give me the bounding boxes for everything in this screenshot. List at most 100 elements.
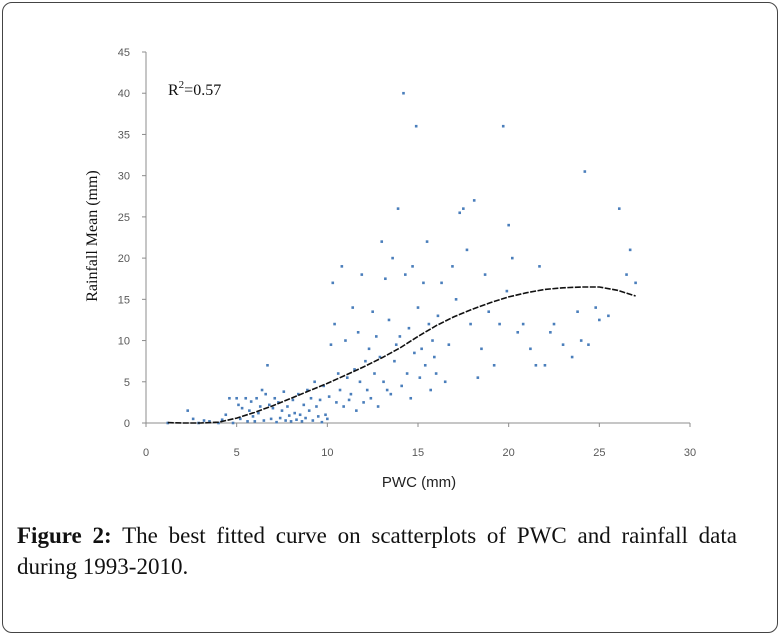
data-point [271,406,275,410]
data-point [501,124,505,128]
data-point [465,248,469,252]
data-point [594,306,598,309]
data-point [454,298,458,301]
data-point [302,403,306,407]
data-point [389,392,393,396]
x-axis-label: PWC (mm) [382,474,456,491]
y-tick-label: 45 [118,47,130,59]
data-point [298,413,302,417]
data-point [322,384,326,388]
fitted-curve-group [167,286,636,424]
data-point [295,418,298,422]
data-point [420,347,423,351]
data-point [570,355,574,359]
data-point [598,318,601,322]
data-point [462,207,465,210]
data-point [258,405,262,408]
data-point [342,405,345,408]
chart-ticks: 0 5 10 15 20 25 30 0 5 10 15 20 25 30 35 40 45 [118,47,696,459]
data-point [324,413,327,417]
x-tick-label: 15 [412,447,424,459]
data-point [186,409,190,412]
data-point [507,223,510,227]
data-point [287,414,291,417]
data-point [278,416,282,420]
data-point [561,343,565,346]
data-point [224,413,228,417]
data-point [244,396,248,400]
data-point [378,355,382,359]
data-point [394,343,398,346]
data-point [469,322,472,326]
data-point [617,207,621,210]
data-point [255,396,258,400]
data-point [191,417,195,421]
data-point [257,411,260,415]
data-point [351,306,355,309]
data-point [264,392,267,396]
data-point [387,318,391,322]
chart-axes [145,52,690,424]
data-point [268,403,271,407]
data-point [521,322,525,326]
y-tick-label: 30 [118,171,130,183]
data-point [345,376,349,379]
x-tick-label: 0 [143,447,149,459]
data-point [340,265,344,268]
data-point [275,420,278,424]
data-point [238,417,242,421]
data-point [583,170,587,173]
data-point [425,240,429,243]
data-point [291,398,295,402]
data-point [396,207,400,210]
data-point [451,265,454,268]
data-point [262,419,266,422]
data-point [429,388,432,392]
r2-base: R [168,82,179,99]
data-point [306,388,309,392]
data-point [423,363,427,367]
data-point [228,396,231,400]
y-tick-label: 0 [124,418,130,430]
r2-exponent: 2 [179,79,185,91]
data-point [385,388,389,392]
y-tick-label: 10 [118,336,130,348]
data-point [327,395,331,398]
x-tick-label: 20 [503,447,515,459]
data-point [414,124,418,128]
data-point [251,415,255,418]
data-point [373,372,376,375]
data-point [393,359,396,363]
data-point [409,396,413,400]
data-point [309,396,313,400]
data-point [362,401,365,404]
data-point [269,417,273,421]
data-point [380,240,384,243]
data-point [576,310,579,313]
x-tick-label: 5 [234,447,240,459]
data-point [516,331,520,334]
data-point [384,277,387,281]
data-point [433,355,436,359]
data-point [231,421,235,425]
data-point [587,343,590,346]
data-point [382,380,385,384]
data-point [391,256,394,260]
data-point [369,396,373,400]
data-point [476,376,480,379]
data-point [431,339,434,342]
data-point [418,376,422,379]
chart-points [166,91,637,425]
data-point [344,339,347,342]
data-point [202,419,206,422]
data-point [405,372,409,375]
data-point [492,363,496,367]
data-point [416,306,420,309]
data-point [331,281,335,285]
data-point [217,421,220,425]
data-point [355,409,358,412]
data-point [304,416,307,420]
data-point [400,384,403,388]
data-point [529,347,532,351]
